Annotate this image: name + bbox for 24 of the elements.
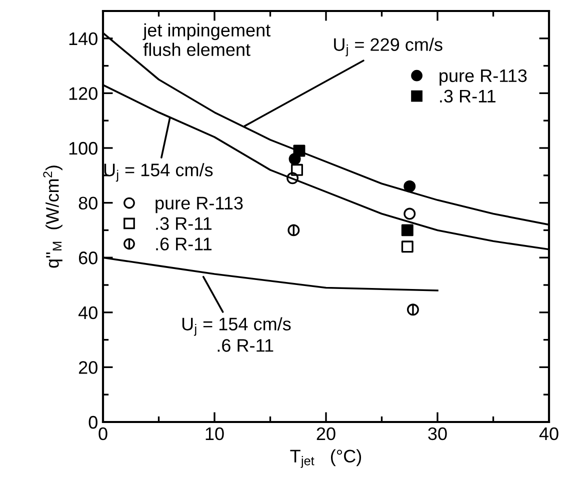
y-tick-label: 0: [88, 416, 98, 429]
text: T$_{jet}$ (°C): [290, 449, 362, 468]
y-tick-label: 80: [78, 196, 98, 210]
legend-label: pure R-113: [440, 69, 527, 86]
annotation: U$_{j}$ = 154 cm/s .6 R-11: [182, 317, 291, 352]
x-tick-label: 30: [428, 427, 447, 440]
legend-label: .6 R-11: [156, 238, 212, 250]
y-axis-title: q''$_{M}$ (W/cm$^{2}$): [43, 166, 62, 268]
y-tick-label: 20: [78, 361, 98, 374]
legend-label: .3 R-11: [440, 90, 496, 103]
annotation: U$_{j}$ = 154 cm/s: [104, 163, 213, 182]
y-tick-label: 60: [78, 252, 98, 264]
y-tick-label: 100: [69, 142, 98, 155]
y-tick-label: 140: [69, 32, 98, 46]
x-tick-label: 40: [539, 427, 558, 440]
annotation: U$_{j}$ = 229 cm/s: [334, 38, 442, 56]
x-tick-label: 10: [206, 427, 224, 440]
legend-label: pure R-113: [156, 196, 243, 214]
legend-label: .3 R-11: [156, 217, 212, 230]
x-tick-label: 20: [316, 427, 336, 440]
y-tick-label: 40: [78, 306, 98, 320]
annotation: jet impingement flush element: [142, 23, 270, 56]
x-tick-label: 0: [98, 427, 108, 440]
y-tick-label: 120: [69, 87, 98, 100]
